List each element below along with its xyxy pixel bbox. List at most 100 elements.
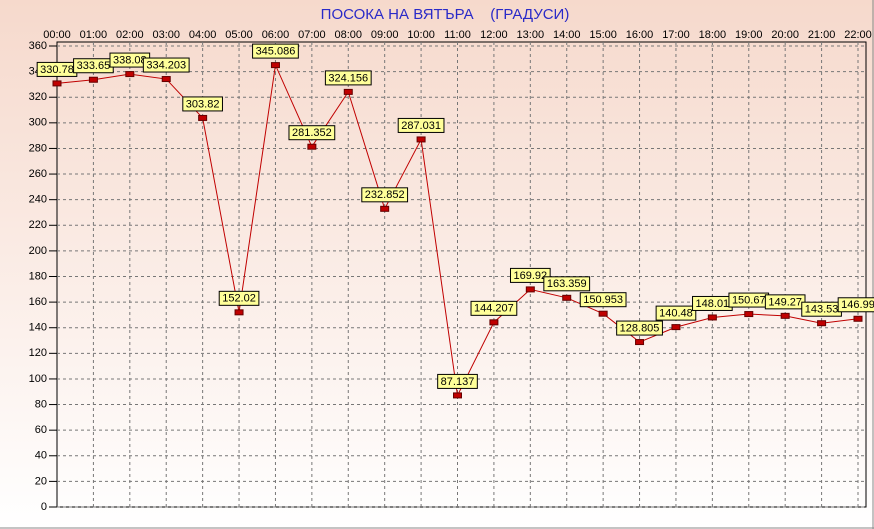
x-tick-label: 22:00 bbox=[844, 29, 872, 41]
data-label-box bbox=[252, 43, 299, 59]
y-tick-label: 320 bbox=[29, 91, 47, 103]
data-label-box bbox=[218, 290, 260, 306]
data-point bbox=[562, 294, 572, 301]
data-point bbox=[635, 339, 645, 346]
x-tick-label: 11:00 bbox=[444, 29, 471, 41]
data-label-box bbox=[324, 70, 372, 86]
data-label: 87.137 bbox=[441, 376, 475, 388]
y-tick-label: 220 bbox=[29, 219, 47, 231]
data-point bbox=[707, 314, 717, 321]
y-tick-label: 200 bbox=[29, 245, 47, 257]
data-label: 324.156 bbox=[328, 72, 368, 84]
y-tick-label: 360 bbox=[29, 40, 47, 52]
data-label: 232.852 bbox=[365, 189, 405, 201]
x-tick-label: 06:00 bbox=[262, 29, 290, 41]
data-label-box bbox=[509, 267, 551, 283]
x-tick-label: 14:00 bbox=[553, 29, 581, 41]
x-tick-label: 15:00 bbox=[589, 29, 617, 41]
data-label: 303.82 bbox=[186, 98, 220, 110]
x-tick-label: 00:00 bbox=[43, 29, 71, 41]
y-tick-label: 240 bbox=[29, 194, 47, 206]
data-label: 148.01 bbox=[696, 298, 730, 310]
data-point bbox=[780, 312, 790, 319]
data-label-box bbox=[579, 292, 627, 308]
y-tick-label: 20 bbox=[35, 475, 47, 487]
data-point bbox=[744, 311, 754, 318]
y-tick-label: 100 bbox=[29, 373, 47, 385]
x-tick-label: 10:00 bbox=[407, 29, 435, 41]
data-point bbox=[489, 319, 499, 326]
data-point bbox=[307, 143, 317, 150]
data-label: 169.92 bbox=[513, 270, 547, 282]
data-point bbox=[52, 80, 62, 87]
data-label-box bbox=[655, 305, 697, 321]
x-tick-label: 16:00 bbox=[626, 29, 654, 41]
y-tick-label: 160 bbox=[29, 296, 47, 308]
x-tick-label: 01:00 bbox=[80, 29, 108, 41]
data-label: 330.78 bbox=[40, 64, 74, 76]
y-tick-label: 120 bbox=[29, 347, 47, 359]
x-tick-label: 04:00 bbox=[189, 29, 217, 41]
data-label-box bbox=[397, 117, 445, 133]
data-point bbox=[598, 310, 608, 317]
data-point bbox=[270, 62, 280, 69]
data-label: 281.352 bbox=[292, 127, 332, 139]
x-tick-label: 02:00 bbox=[116, 29, 144, 41]
chart-title: ПОСОКА НА ВЯТЪРА (ГРАДУСИ) bbox=[321, 6, 570, 23]
data-label: 345.086 bbox=[256, 46, 296, 58]
x-tick-label: 13:00 bbox=[517, 29, 545, 41]
data-label-box bbox=[361, 187, 409, 203]
data-label: 144.207 bbox=[474, 303, 514, 315]
data-label-box bbox=[543, 276, 591, 292]
data-label: 333.65 bbox=[77, 60, 111, 72]
y-tick-label: 300 bbox=[29, 117, 47, 129]
data-label-box bbox=[288, 125, 336, 141]
data-label-box bbox=[142, 57, 190, 73]
data-label: 150.67 bbox=[732, 294, 766, 306]
data-point bbox=[161, 76, 171, 83]
data-point bbox=[198, 114, 208, 121]
data-label: 128.805 bbox=[620, 322, 660, 334]
x-tick-label: 12:00 bbox=[480, 29, 508, 41]
x-tick-label: 03:00 bbox=[152, 29, 180, 41]
data-point bbox=[343, 88, 353, 95]
x-tick-label: 17:00 bbox=[662, 29, 690, 41]
x-tick-label: 20:00 bbox=[771, 29, 799, 41]
data-label-box bbox=[470, 300, 518, 316]
data-label: 152.02 bbox=[222, 293, 256, 305]
y-tick-label: 0 bbox=[41, 501, 47, 513]
data-point bbox=[817, 320, 827, 327]
data-point bbox=[525, 286, 535, 293]
data-label-box bbox=[837, 297, 874, 313]
y-tick-label: 80 bbox=[35, 398, 47, 410]
data-point bbox=[671, 324, 681, 331]
data-point bbox=[234, 309, 244, 316]
data-point bbox=[453, 392, 462, 399]
y-tick-label: 40 bbox=[35, 450, 47, 462]
data-label: 338.08 bbox=[113, 54, 147, 66]
data-point bbox=[88, 76, 98, 83]
data-label: 334.203 bbox=[146, 59, 186, 71]
data-label: 163.359 bbox=[547, 278, 587, 290]
data-label: 149.27 bbox=[768, 296, 802, 308]
x-tick-label: 21:00 bbox=[808, 29, 836, 41]
data-label-box bbox=[437, 373, 478, 389]
data-point bbox=[380, 205, 390, 212]
data-label-box bbox=[616, 320, 663, 336]
x-tick-label: 19:00 bbox=[735, 29, 763, 41]
y-tick-label: 60 bbox=[35, 424, 47, 436]
data-label: 150.953 bbox=[583, 294, 623, 306]
y-tick-label: 260 bbox=[29, 168, 47, 180]
data-label-box bbox=[182, 96, 223, 112]
y-tick-label: 140 bbox=[29, 322, 47, 334]
x-tick-label: 09:00 bbox=[371, 29, 399, 41]
data-point bbox=[125, 71, 135, 78]
x-tick-label: 08:00 bbox=[335, 29, 363, 41]
data-point bbox=[853, 315, 863, 322]
x-tick-label: 05:00 bbox=[225, 29, 253, 41]
x-tick-label: 07:00 bbox=[298, 29, 326, 41]
x-tick-label: 18:00 bbox=[699, 29, 727, 41]
data-label: 146.99 bbox=[841, 299, 874, 311]
